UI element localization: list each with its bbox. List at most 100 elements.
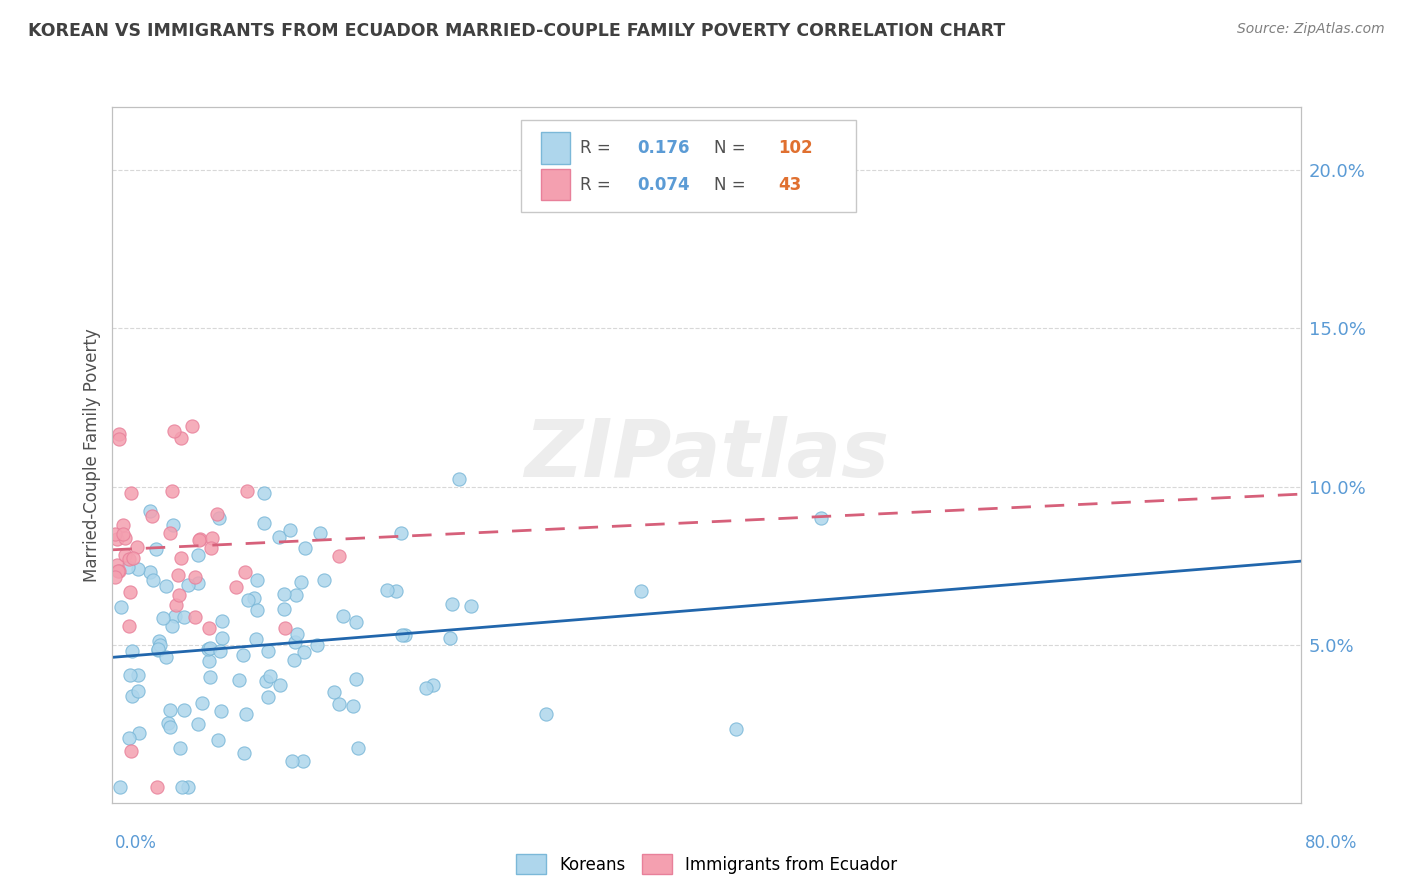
Point — [259, 669, 281, 683]
Point — [120, 486, 142, 500]
Point — [236, 592, 259, 607]
Point — [269, 530, 291, 544]
Point — [211, 631, 233, 645]
Point — [111, 518, 134, 533]
Point — [253, 485, 276, 500]
Point — [121, 643, 143, 657]
Point — [128, 726, 150, 740]
Point — [118, 619, 141, 633]
Point — [534, 707, 557, 722]
Point — [104, 527, 127, 541]
Point — [127, 540, 149, 554]
Point — [169, 550, 191, 565]
Point — [283, 653, 305, 667]
Point — [163, 424, 186, 438]
Point — [394, 628, 416, 642]
Point — [630, 583, 652, 598]
Point — [127, 668, 149, 682]
Point — [187, 548, 209, 562]
Point — [207, 507, 229, 521]
Point — [211, 614, 233, 628]
Point — [254, 674, 277, 689]
Point — [173, 703, 195, 717]
Point — [108, 427, 131, 442]
Point — [184, 610, 207, 624]
Point — [177, 780, 200, 794]
Point — [347, 741, 370, 756]
Point — [328, 549, 350, 564]
Point — [117, 731, 139, 746]
Point — [155, 579, 177, 593]
Point — [139, 566, 162, 580]
Point — [187, 533, 209, 547]
Point — [120, 667, 142, 681]
Point — [141, 509, 163, 524]
Point — [273, 586, 295, 600]
Point — [197, 641, 219, 656]
Point — [160, 619, 183, 633]
Point — [170, 431, 193, 445]
Point — [232, 747, 254, 761]
Point — [152, 611, 174, 625]
Point — [280, 755, 302, 769]
Point — [208, 511, 231, 525]
Point — [294, 541, 316, 555]
Point — [294, 645, 316, 659]
Point — [389, 526, 412, 541]
Point — [162, 518, 184, 533]
Text: Source: ZipAtlas.com: Source: ZipAtlas.com — [1237, 22, 1385, 37]
Point — [148, 633, 170, 648]
Point — [344, 673, 367, 687]
Point — [256, 690, 278, 704]
Point — [342, 699, 364, 714]
Text: R =: R = — [579, 139, 616, 157]
Point — [103, 570, 125, 584]
Point — [308, 525, 330, 540]
Point — [118, 585, 141, 599]
Point — [108, 564, 131, 578]
Point — [307, 638, 329, 652]
Point — [148, 643, 170, 657]
Text: N =: N = — [714, 139, 751, 157]
Point — [108, 780, 131, 794]
Point — [159, 526, 181, 541]
Text: 0.074: 0.074 — [637, 176, 690, 194]
Point — [284, 635, 307, 649]
Point — [159, 703, 181, 717]
Point — [184, 570, 207, 584]
Text: KOREAN VS IMMIGRANTS FROM ECUADOR MARRIED-COUPLE FAMILY POVERTY CORRELATION CHAR: KOREAN VS IMMIGRANTS FROM ECUADOR MARRIE… — [28, 22, 1005, 40]
Text: 102: 102 — [779, 139, 813, 157]
Point — [127, 684, 149, 698]
Point — [273, 602, 295, 616]
Point — [274, 621, 297, 635]
Point — [149, 639, 172, 653]
Text: R =: R = — [579, 176, 616, 194]
Point — [724, 723, 747, 737]
Point — [165, 599, 187, 613]
Point — [322, 685, 344, 699]
Point — [114, 548, 136, 562]
Point — [117, 552, 139, 566]
Point — [156, 715, 179, 730]
Point — [228, 673, 250, 687]
Point — [108, 432, 131, 446]
Point — [121, 550, 143, 565]
Point — [269, 678, 291, 692]
Point — [148, 641, 170, 656]
Point — [328, 698, 350, 712]
Point — [292, 754, 315, 768]
Point — [187, 717, 209, 731]
Point — [201, 531, 224, 545]
Point — [207, 732, 229, 747]
Point — [460, 599, 482, 613]
Point — [290, 575, 312, 590]
Text: 0.176: 0.176 — [637, 139, 690, 157]
Point — [142, 574, 165, 588]
Point — [449, 473, 471, 487]
Text: 0.0%: 0.0% — [115, 834, 157, 852]
Point — [233, 565, 256, 579]
Point — [167, 588, 190, 602]
Point — [422, 678, 444, 692]
Point — [160, 484, 183, 499]
Point — [246, 603, 269, 617]
